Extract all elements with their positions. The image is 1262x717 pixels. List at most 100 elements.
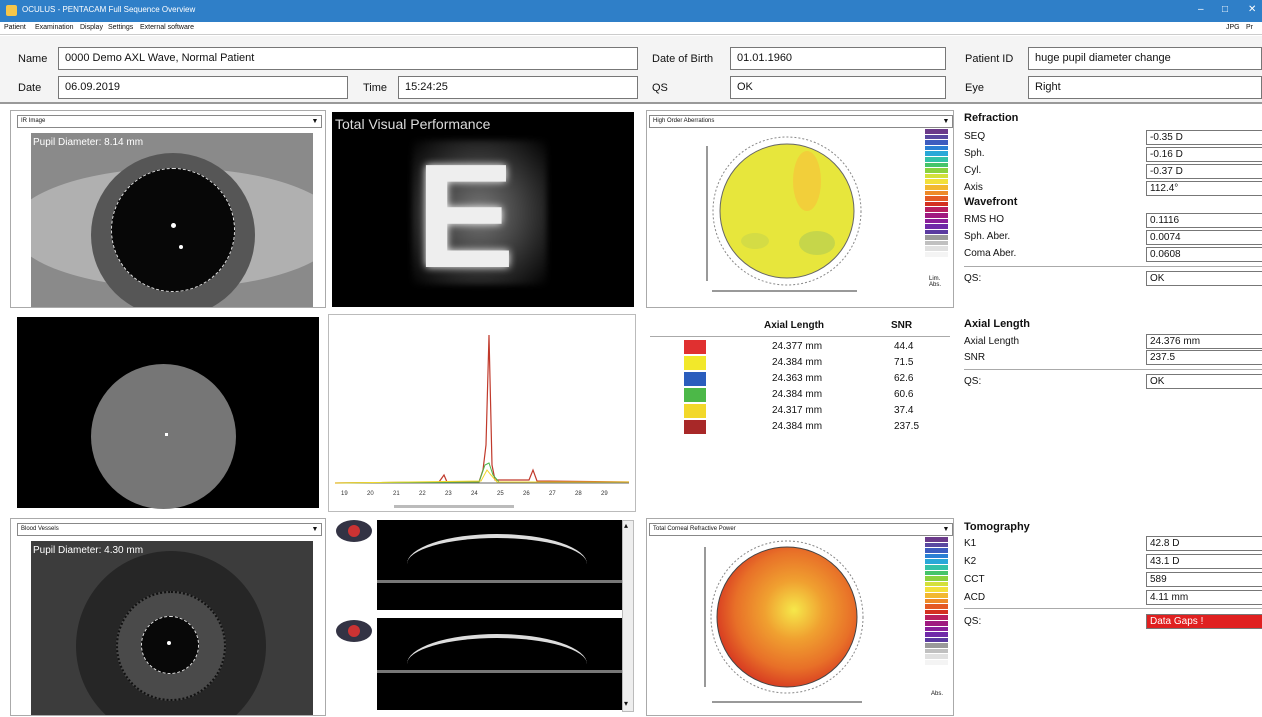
scale-swatch	[925, 201, 948, 208]
tcrp-scale-label: Abs.	[931, 691, 944, 697]
scale-swatch	[925, 576, 948, 582]
scale-swatch	[925, 660, 948, 666]
hoa-dropdown[interactable]: High Order Aberrations ▼	[649, 115, 953, 128]
tvp-title: Total Visual Performance	[335, 116, 491, 132]
scale-swatch	[925, 224, 948, 230]
hoa-map	[706, 136, 862, 292]
tomography-qs-label: QS:	[964, 616, 982, 627]
ir-image-dropdown[interactable]: IR Image ▼	[17, 115, 322, 128]
scheimpflug-image-1[interactable]	[377, 520, 622, 610]
scale-swatch	[925, 212, 948, 219]
scale-swatch	[925, 548, 948, 554]
menu-print[interactable]: Pr	[1246, 24, 1253, 31]
snr-col-header: SNR	[891, 320, 913, 331]
series-color-swatch	[684, 340, 706, 354]
series-color-swatch	[684, 404, 706, 418]
eye-thumbnail-icon[interactable]	[336, 620, 372, 642]
axial-length-cell: 24.384 mm	[772, 357, 823, 368]
hoa-panel: High Order Aberrations ▼ Lim. Abs.	[646, 110, 954, 308]
series-color-swatch	[684, 388, 706, 402]
app-icon	[6, 5, 17, 16]
axial-length-value: 24.376 mm	[1146, 334, 1262, 349]
scale-swatch	[925, 173, 948, 180]
scale-swatch	[925, 615, 948, 621]
acd-label: ACD	[964, 592, 986, 603]
axis-value: 112.4°	[1146, 181, 1262, 196]
scale-swatch	[925, 156, 948, 163]
wavefront-title: Wavefront	[964, 196, 1018, 208]
scroll-up-icon: ▴	[624, 521, 629, 530]
hoa-color-scale	[925, 129, 948, 258]
eye-thumbnail-icon[interactable]	[336, 520, 372, 542]
window-title: OCULUS - PENTACAM Full Sequence Overview	[22, 5, 196, 14]
series-color-swatch	[684, 372, 706, 386]
tcrp-dropdown[interactable]: Total Corneal Refractive Power ▼	[649, 523, 953, 536]
blood-vessels-dropdown[interactable]: Blood Vessels ▼	[17, 523, 322, 536]
scale-swatch	[925, 609, 948, 616]
chevron-down-icon: ▼	[942, 118, 950, 125]
axial-length-cell: 24.377 mm	[772, 341, 823, 352]
menu-examination[interactable]: Examination	[35, 24, 74, 31]
tomography-qs-value: Data Gaps !	[1146, 614, 1262, 629]
time-label: Time	[363, 82, 388, 94]
menu-bar: Patient Examination Display Settings Ext…	[0, 22, 1262, 35]
close-icon[interactable]: ✕	[1248, 4, 1257, 15]
cyl-value: -0.37 D	[1146, 164, 1262, 179]
tomography-title: Tomography	[964, 521, 1030, 533]
k1-value: 42.8 D	[1146, 536, 1262, 551]
axis-tick-label: 23	[445, 491, 452, 497]
scale-swatch	[925, 620, 948, 627]
menu-jpg[interactable]: JPG	[1226, 24, 1240, 31]
menu-patient[interactable]: Patient	[4, 24, 26, 31]
date-label: Date	[18, 82, 42, 94]
tvp-panel: Total Visual Performance E	[332, 112, 634, 307]
snr-cell: 237.5	[894, 421, 920, 432]
name-label: Name	[18, 53, 48, 65]
refraction-qs-value: OK	[1146, 271, 1262, 286]
axis-tick-label: 26	[523, 491, 530, 497]
patient-id-field[interactable]: huge pupil diameter change	[1028, 47, 1262, 70]
k2-value: 43.1 D	[1146, 554, 1262, 569]
refraction-panel: Refraction SEQ -0.35 D Sph. -0.16 D Cyl.…	[960, 110, 1262, 308]
menu-settings[interactable]: Settings	[108, 24, 134, 31]
menu-external-software[interactable]: External software	[140, 24, 195, 31]
cct-label: CCT	[964, 574, 985, 585]
qs-field[interactable]: OK	[730, 76, 946, 99]
eye-field[interactable]: Right	[1028, 76, 1262, 99]
scale-swatch	[925, 648, 948, 655]
time-field[interactable]: 15:24:25	[398, 76, 638, 99]
axial-qs-value: OK	[1146, 374, 1262, 389]
scale-swatch	[925, 604, 948, 610]
axis-tick-label: 25	[497, 491, 504, 497]
menu-display[interactable]: Display	[80, 24, 103, 31]
coma-aber-label: Coma Aber.	[964, 248, 1017, 259]
axis-label: Axis	[964, 182, 983, 193]
scale-swatch	[925, 598, 948, 605]
axis-tick-label: 22	[419, 491, 426, 497]
scale-swatch	[925, 637, 948, 644]
sph-label: Sph.	[964, 148, 985, 159]
axis-tick-label: 24	[471, 491, 478, 497]
scheimpflug-image-2[interactable]	[377, 618, 622, 710]
eye-label: Eye	[965, 82, 984, 94]
blood-vessels-panel: Blood Vessels ▼ Pupil Diameter: 4.30 mm	[10, 518, 326, 716]
dob-field[interactable]: 01.01.1960	[730, 47, 946, 70]
snr-cell: 37.4	[894, 405, 914, 416]
scale-swatch	[925, 162, 948, 169]
name-field[interactable]: 0000 Demo AXL Wave, Normal Patient	[58, 47, 638, 70]
snr-cell: 60.6	[894, 389, 914, 400]
divider	[964, 608, 1262, 609]
divider	[650, 336, 950, 337]
axial-table: Axial Length SNR 24.377 mm 44.4 24.384 mm 7…	[646, 314, 954, 512]
scale-swatch	[925, 587, 948, 593]
scale-swatch	[925, 218, 948, 225]
scale-swatch	[925, 246, 948, 253]
chevron-down-icon: ▼	[311, 526, 319, 533]
maximize-icon[interactable]: □	[1222, 4, 1229, 15]
rms-ho-label: RMS HO	[964, 214, 1004, 225]
date-field[interactable]: 06.09.2019	[58, 76, 348, 99]
scheimpflug-scrollbar[interactable]: ▴ ▾	[622, 520, 634, 712]
minimize-icon[interactable]: –	[1198, 4, 1204, 15]
divider	[964, 369, 1262, 370]
scale-swatch	[925, 229, 948, 236]
